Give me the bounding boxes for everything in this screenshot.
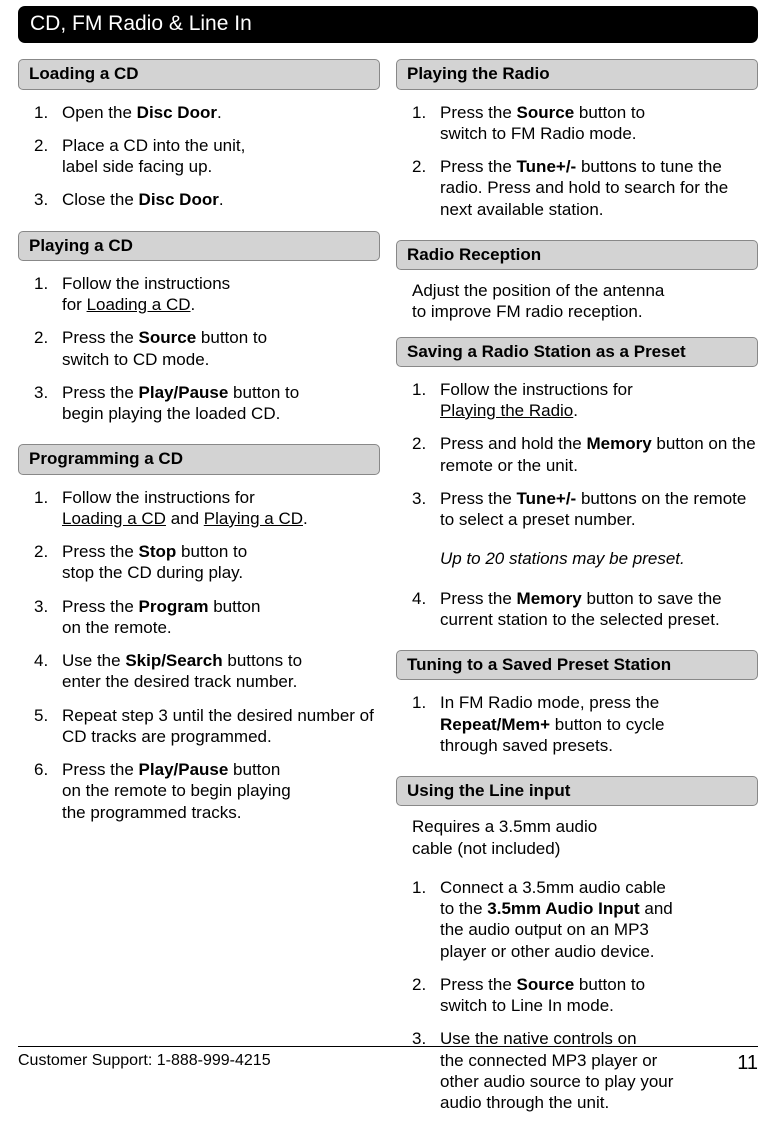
page-footer: Customer Support: 1-888-999-4215 11: [18, 1046, 758, 1076]
step-number: 3.: [412, 488, 440, 531]
section-header-line-input: Using the Line input: [396, 776, 758, 806]
step-text: Press the Source button toswitch to Line…: [440, 974, 758, 1017]
section-header-loading-cd: Loading a CD: [18, 59, 380, 89]
step-text: Place a CD into the unit,label side faci…: [62, 135, 380, 178]
step-number: 2.: [412, 433, 440, 476]
content-columns: Loading a CD 1.Open the Disc Door. 2.Pla…: [18, 53, 758, 1127]
step-text: Connect a 3.5mm audio cableto the 3.5mm …: [440, 877, 758, 962]
list-item: 3.Press the Play/Pause button tobegin pl…: [34, 382, 380, 425]
step-number: 1.: [412, 877, 440, 962]
list-item: 1.Follow the instructions forLoading a C…: [34, 487, 380, 530]
list-line-input: 1.Connect a 3.5mm audio cableto the 3.5m…: [396, 867, 758, 1127]
list-saving-preset-cont: 4.Press the Memory button to save the cu…: [396, 578, 758, 645]
list-item: 5.Repeat step 3 until the desired number…: [34, 705, 380, 748]
step-text: Press the Play/Pause buttonon the remote…: [62, 759, 380, 823]
step-number: 2.: [34, 541, 62, 584]
step-text: Follow the instructions forPlaying the R…: [440, 379, 758, 422]
step-number: 3.: [34, 382, 62, 425]
step-text: Use the Skip/Search buttons toenter the …: [62, 650, 380, 693]
list-playing-radio: 1.Press the Source button toswitch to FM…: [396, 92, 758, 234]
list-item: 2.Press the Stop button tostop the CD du…: [34, 541, 380, 584]
step-number: 1.: [412, 102, 440, 145]
step-text: Press the Program buttonon the remote.: [62, 596, 380, 639]
step-number: 1.: [412, 379, 440, 422]
list-item: 1.Follow the instructionsfor Loading a C…: [34, 273, 380, 316]
step-text: Press the Play/Pause button tobegin play…: [62, 382, 380, 425]
reception-text: Adjust the position of the antennato imp…: [396, 272, 758, 331]
list-item: 2.Place a CD into the unit,label side fa…: [34, 135, 380, 178]
step-text: Press the Memory button to save the curr…: [440, 588, 758, 631]
step-text: Repeat step 3 until the desired number o…: [62, 705, 380, 748]
list-playing-cd: 1.Follow the instructionsfor Loading a C…: [18, 263, 380, 439]
step-text: Close the Disc Door.: [62, 189, 380, 210]
list-item: 1.Open the Disc Door.: [34, 102, 380, 123]
line-in-text: Requires a 3.5mm audiocable (not include…: [396, 808, 758, 867]
step-number: 2.: [34, 135, 62, 178]
step-text: In FM Radio mode, press theRepeat/Mem+ b…: [440, 692, 758, 756]
section-header-playing-cd: Playing a CD: [18, 231, 380, 261]
list-item: 1.Follow the instructions forPlaying the…: [412, 379, 758, 422]
list-item: 4.Use the Skip/Search buttons toenter th…: [34, 650, 380, 693]
list-item: 3.Press the Tune+/- buttons on the remot…: [412, 488, 758, 531]
step-text: Press the Tune+/- buttons to tune the ra…: [440, 156, 758, 220]
step-text: Press and hold the Memory button on the …: [440, 433, 758, 476]
step-number: 2.: [412, 974, 440, 1017]
step-text: Press the Source button toswitch to CD m…: [62, 327, 380, 370]
section-header-saving-preset: Saving a Radio Station as a Preset: [396, 337, 758, 367]
step-number: 6.: [34, 759, 62, 823]
step-number: 3.: [34, 189, 62, 210]
step-number: 1.: [412, 692, 440, 756]
list-saving-preset: 1.Follow the instructions forPlaying the…: [396, 369, 758, 545]
section-header-playing-radio: Playing the Radio: [396, 59, 758, 89]
list-item: 2.Press the Tune+/- buttons to tune the …: [412, 156, 758, 220]
step-number: 1.: [34, 273, 62, 316]
list-loading-cd: 1.Open the Disc Door. 2.Place a CD into …: [18, 92, 380, 225]
list-item: 4.Press the Memory button to save the cu…: [412, 588, 758, 631]
customer-support: Customer Support: 1-888-999-4215: [18, 1051, 271, 1076]
list-item: 1.In FM Radio mode, press theRepeat/Mem+…: [412, 692, 758, 756]
step-text: Press the Source button toswitch to FM R…: [440, 102, 758, 145]
page-title: CD, FM Radio & Line In: [18, 6, 758, 43]
step-number: 2.: [34, 327, 62, 370]
step-number: 2.: [412, 156, 440, 220]
step-number: 3.: [34, 596, 62, 639]
step-text: Follow the instructions forLoading a CD …: [62, 487, 380, 530]
list-item: 2.Press and hold the Memory button on th…: [412, 433, 758, 476]
list-item: 1.Connect a 3.5mm audio cableto the 3.5m…: [412, 877, 758, 962]
list-item: 1.Press the Source button toswitch to FM…: [412, 102, 758, 145]
step-text: Open the Disc Door.: [62, 102, 380, 123]
section-header-programming-cd: Programming a CD: [18, 444, 380, 474]
right-column: Playing the Radio 1.Press the Source but…: [396, 53, 758, 1127]
list-item: 2.Press the Source button toswitch to CD…: [34, 327, 380, 370]
step-number: 4.: [34, 650, 62, 693]
step-number: 4.: [412, 588, 440, 631]
list-item: 6.Press the Play/Pause buttonon the remo…: [34, 759, 380, 823]
step-number: 1.: [34, 102, 62, 123]
list-tuning-preset: 1.In FM Radio mode, press theRepeat/Mem+…: [396, 682, 758, 770]
step-text: Follow the instructionsfor Loading a CD.: [62, 273, 380, 316]
list-programming-cd: 1.Follow the instructions forLoading a C…: [18, 477, 380, 837]
preset-note: Up to 20 stations may be preset.: [396, 544, 758, 577]
list-item: 2.Press the Source button toswitch to Li…: [412, 974, 758, 1017]
step-number: 1.: [34, 487, 62, 530]
step-text: Press the Tune+/- buttons on the remote …: [440, 488, 758, 531]
list-item: 3.Press the Program buttonon the remote.: [34, 596, 380, 639]
step-number: 5.: [34, 705, 62, 748]
page-number: 11: [737, 1051, 758, 1076]
section-header-tuning-preset: Tuning to a Saved Preset Station: [396, 650, 758, 680]
step-text: Press the Stop button tostop the CD duri…: [62, 541, 380, 584]
left-column: Loading a CD 1.Open the Disc Door. 2.Pla…: [18, 53, 380, 1127]
section-header-radio-reception: Radio Reception: [396, 240, 758, 270]
list-item: 3.Close the Disc Door.: [34, 189, 380, 210]
